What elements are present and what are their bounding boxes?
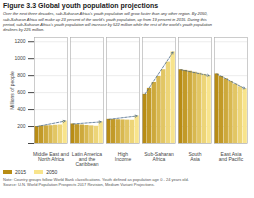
html-text:Figure 3.3 Global youth popula: Figure 3.3 Global youth population proje… xyxy=(3,2,159,9)
svg-text:Latin Americaand theCaribbean: Latin Americaand theCaribbean xyxy=(72,151,103,167)
svg-text:Middle East andNorth Africa: Middle East andNorth Africa xyxy=(33,151,69,162)
html-text:2015: 2015 xyxy=(15,169,27,176)
svg-text:SouthAsia: SouthAsia xyxy=(188,151,201,162)
svg-text:1200: 1200 xyxy=(14,38,25,44)
svg-text:400: 400 xyxy=(17,106,26,112)
svg-text:600: 600 xyxy=(17,89,26,95)
svg-text:Millions of people: Millions of people xyxy=(9,71,15,110)
svg-text:HighIncome: HighIncome xyxy=(115,151,132,162)
svg-text:1000: 1000 xyxy=(14,55,25,61)
svg-text:200: 200 xyxy=(17,123,26,129)
html-text:Over the next three decades, s: Over the next three decades, sub-Saharan… xyxy=(3,11,212,32)
html-text:Note: Country groups follow Wo: Note: Country groups follow World Bank c… xyxy=(3,177,189,188)
svg-text:800: 800 xyxy=(17,72,26,78)
html-text:2050: 2050 xyxy=(46,169,58,176)
svg-text:Sub-SaharanAfrica: Sub-SaharanAfrica xyxy=(144,151,174,162)
svg-text:East Asiaand Pacific: East Asiaand Pacific xyxy=(219,151,244,162)
